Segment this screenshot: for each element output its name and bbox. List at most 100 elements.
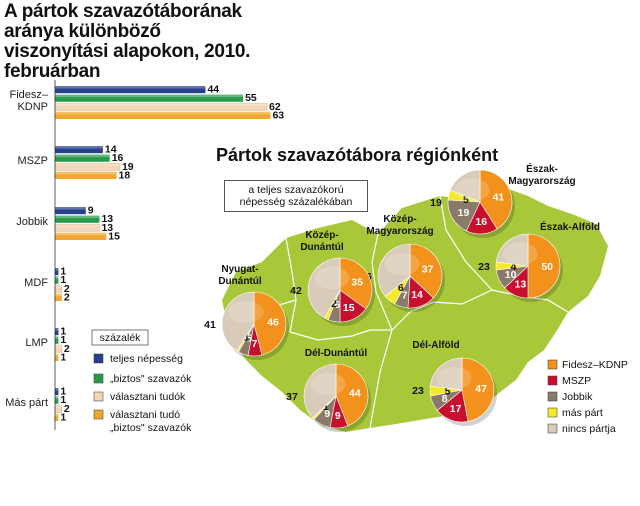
legend-label: „biztos" szavazók — [110, 422, 192, 434]
pie-value-label: 6 — [334, 299, 340, 311]
bar — [55, 328, 59, 336]
region-label: Magyarország — [508, 176, 575, 187]
bar — [55, 336, 59, 344]
region-label: Dél-Dunántúl — [305, 348, 367, 359]
legend-swatch — [93, 373, 104, 384]
pie-value-label: 2 — [331, 298, 337, 310]
bar-value-label: 13 — [101, 222, 113, 234]
legend-label: Fidesz–KDNP — [562, 359, 628, 371]
bar-value-label: 1 — [60, 326, 66, 338]
pie-value-label: 42 — [290, 285, 302, 297]
pie-gloss — [454, 178, 490, 202]
pie-value-label: 41 — [204, 319, 216, 331]
pie-slice — [409, 243, 443, 299]
legend-swatch — [547, 407, 558, 418]
region-label: Közép- — [305, 230, 338, 241]
pie-value-label: 8 — [442, 393, 448, 405]
pie-value-label: 19 — [458, 207, 470, 219]
bar — [55, 268, 59, 276]
pie-slice — [527, 233, 561, 299]
bar-category-label: MDF — [24, 277, 48, 289]
bar — [55, 154, 110, 162]
legend-label: választani tudó — [110, 409, 180, 421]
bar-highlight — [55, 94, 244, 98]
bar-highlight — [55, 111, 271, 115]
bar-value-label: 2 — [64, 283, 70, 295]
pie-slice — [449, 169, 481, 203]
pie-slice — [335, 363, 369, 427]
pie: 37147636Közép-Magyarország — [360, 214, 445, 312]
pie-value-label: 16 — [475, 216, 487, 228]
bar-highlight — [55, 207, 86, 210]
bar-value-label: 16 — [112, 152, 124, 164]
map-title: Pártok szavazótábora régiónként — [216, 145, 499, 165]
bar-highlight — [55, 353, 59, 357]
pie-value-label: 44 — [349, 387, 361, 399]
bar-highlight — [55, 154, 110, 158]
legend-title: százalék — [100, 332, 142, 344]
bar-category-label: Jobbik — [16, 216, 48, 228]
bar — [55, 94, 244, 102]
region-label: Észak-Alföld — [540, 220, 600, 233]
pie-value-label: 1 — [323, 401, 329, 413]
pie-slice — [461, 357, 495, 422]
bar-highlight — [55, 345, 62, 348]
pie-gloss — [502, 242, 538, 266]
bar-highlight — [55, 268, 59, 271]
bar — [55, 388, 59, 396]
bar-highlight — [55, 336, 59, 340]
bar-category-label: Fidesz– — [9, 89, 48, 101]
bar-value-label: 1 — [60, 411, 66, 423]
pie-gloss — [228, 300, 264, 324]
bar-value-label: 1 — [60, 274, 66, 286]
bar — [55, 276, 59, 284]
bar-value-label: 15 — [108, 230, 120, 242]
pie-value-label: 5 — [463, 194, 469, 206]
pie-value-label: 5 — [445, 385, 451, 397]
bar-legend: százalék teljes népesség „biztos" szavazók… — [91, 329, 192, 434]
pie-value-label: 23 — [412, 385, 424, 397]
bar-value-label: 62 — [269, 101, 281, 113]
region-label: Nyugat- — [221, 264, 258, 275]
bar-highlight — [55, 276, 59, 280]
bar-category-label: KDNP — [17, 101, 48, 113]
bar-value-label: 19 — [122, 161, 134, 173]
pie-value-label: 17 — [450, 403, 462, 415]
pie-value-label: 14 — [411, 289, 423, 301]
pie-value-label: 23 — [478, 261, 490, 273]
bar-highlight — [55, 388, 59, 391]
bar — [55, 215, 100, 223]
bar — [55, 232, 107, 240]
bar-highlight — [55, 224, 100, 227]
pie-charts: 411619519Észak-Magyarország501310423Észa… — [204, 162, 600, 432]
legend-label: teljes népesség — [110, 353, 183, 365]
bar-highlight — [55, 86, 206, 89]
pie-slice — [429, 357, 463, 391]
bar — [55, 413, 59, 421]
legend-swatch — [547, 375, 558, 386]
pie-gloss — [310, 372, 346, 396]
bar-category-label: Más párt — [5, 397, 48, 409]
pie-slice — [307, 257, 341, 319]
legend-swatch — [93, 391, 104, 402]
bar-value-label: 2 — [64, 343, 70, 355]
pie-value-label: 46 — [267, 317, 279, 329]
legend-swatch — [547, 391, 558, 402]
pie-gloss — [314, 266, 350, 290]
bar-value-label: 13 — [101, 213, 113, 225]
region-label: Észak- — [526, 162, 558, 175]
bar — [55, 111, 271, 119]
bar-value-label: 1 — [60, 351, 66, 363]
legend-label: MSZP — [562, 375, 591, 387]
bar-highlight — [55, 103, 268, 106]
bar-highlight — [55, 171, 117, 175]
bar-highlight — [55, 215, 100, 219]
region-label: Közép- — [383, 214, 416, 225]
bar — [55, 293, 62, 301]
bar-highlight — [55, 163, 120, 166]
